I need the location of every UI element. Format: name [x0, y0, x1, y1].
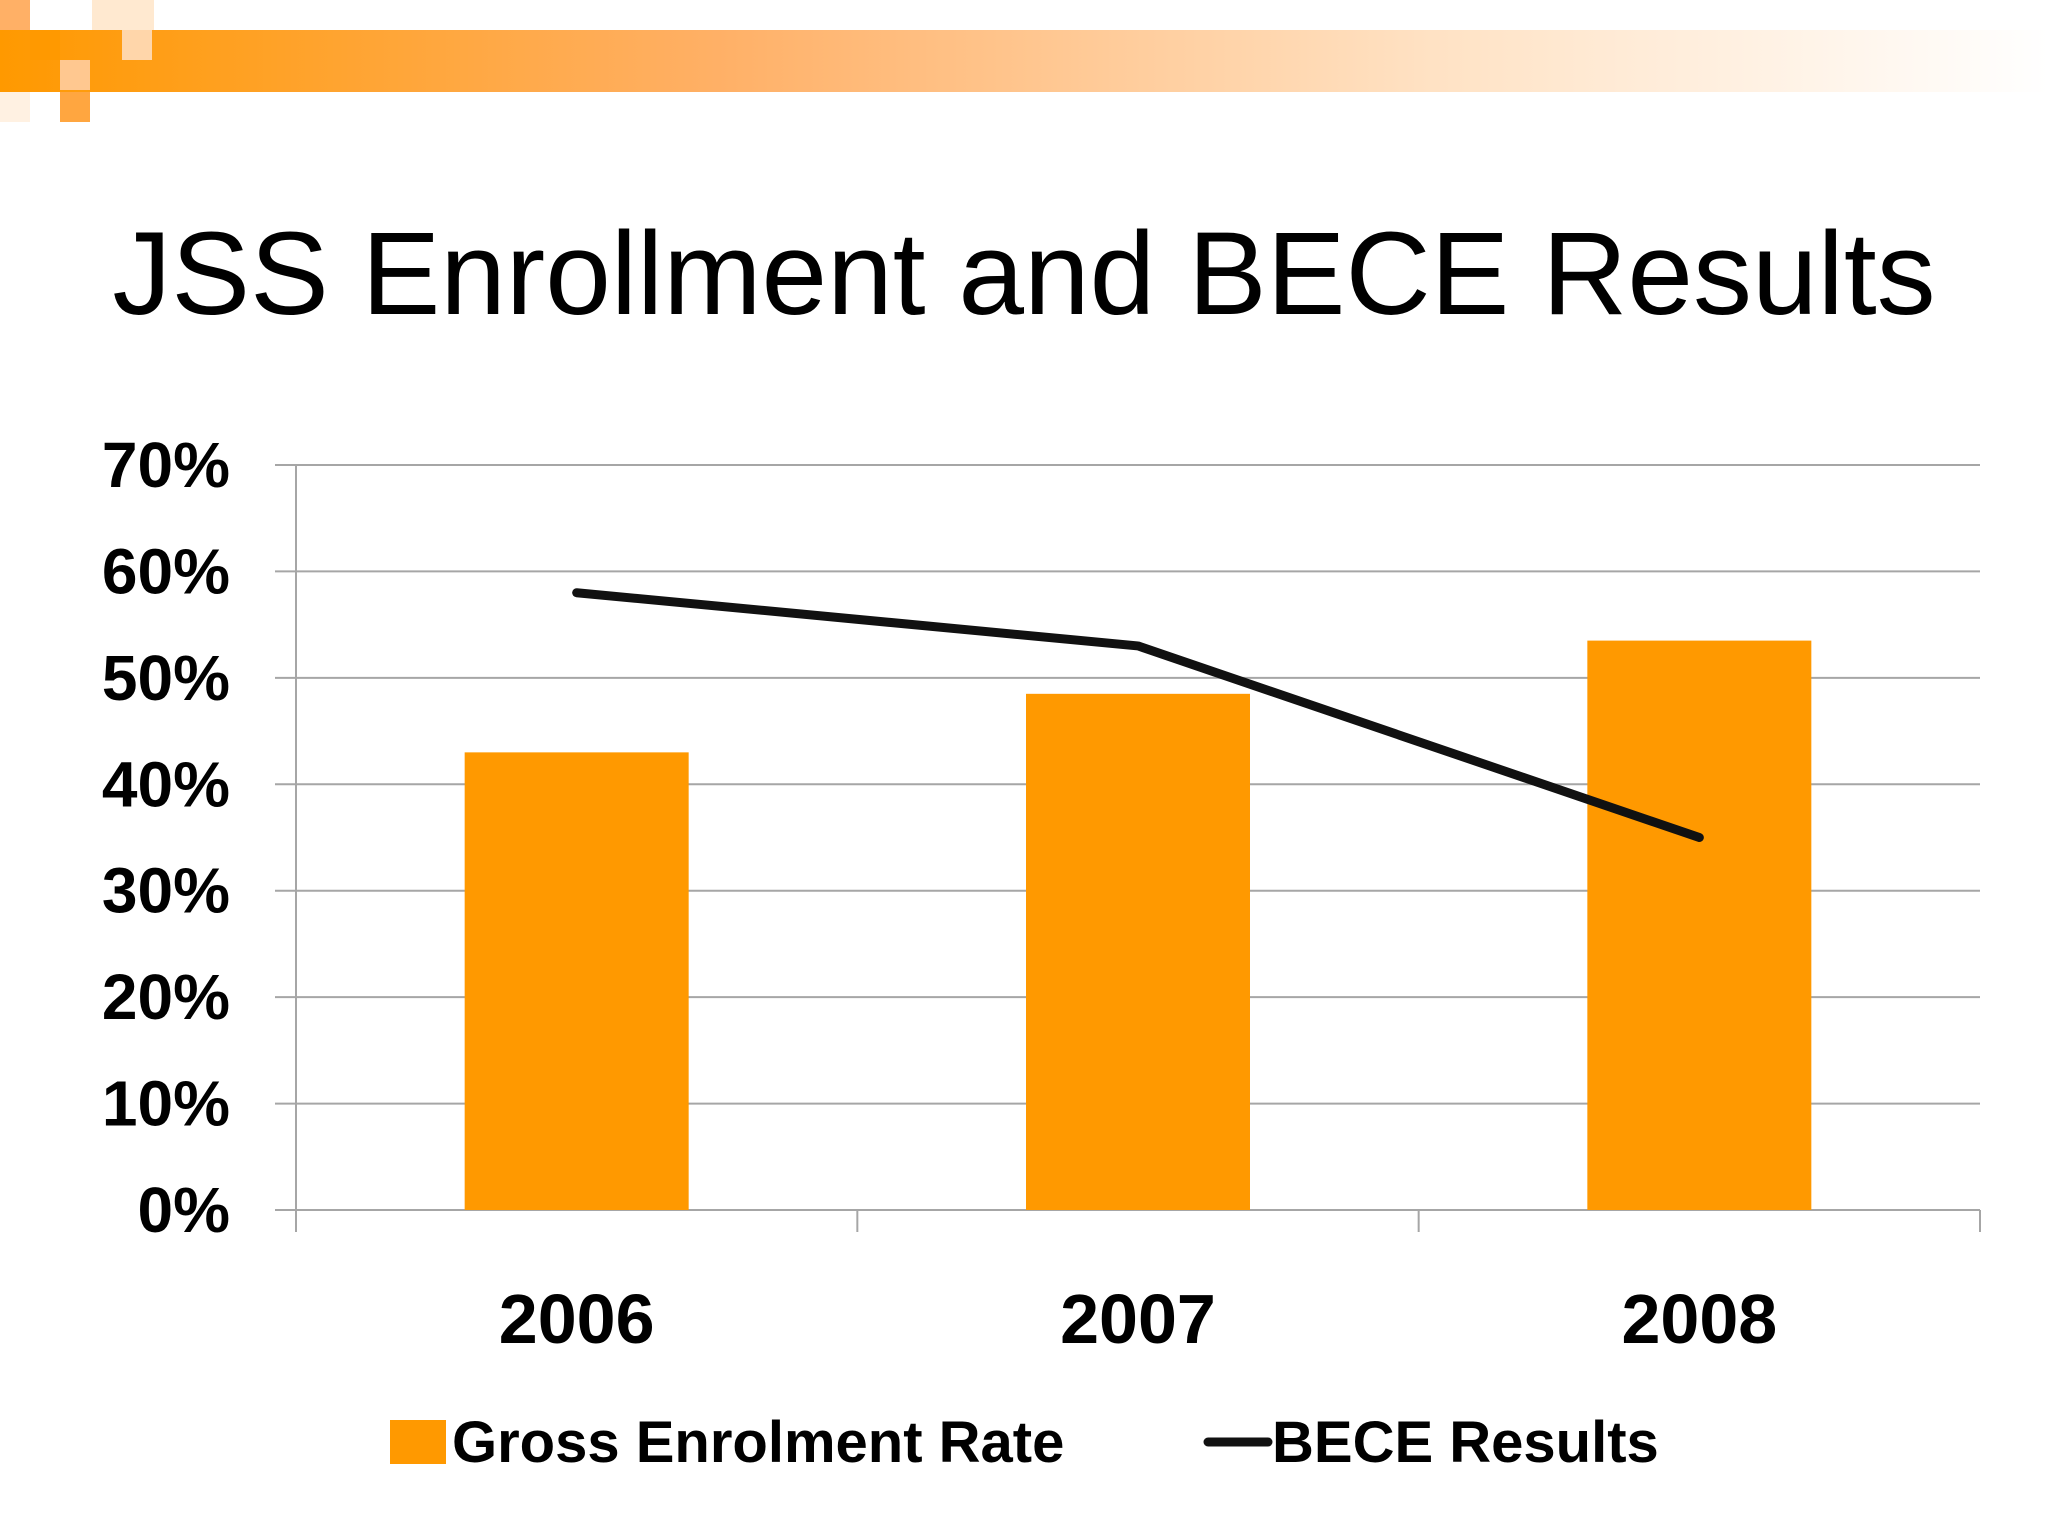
x-tick-label: 2007 — [1060, 1280, 1216, 1358]
page-title: JSS Enrollment and BECE Results — [112, 208, 1936, 340]
banner-square — [60, 60, 90, 90]
bar-gross-enrolment-2006 — [464, 752, 689, 1210]
bar-gross-enrolment-2007 — [1026, 693, 1250, 1210]
banner-square — [0, 92, 30, 122]
x-tick-label: 2006 — [499, 1280, 655, 1358]
legend-label-gross-enrolment: Gross Enrolment Rate — [452, 1410, 1064, 1475]
y-tick-label: 20% — [102, 961, 230, 1033]
y-tick-label: 40% — [102, 748, 230, 820]
legend-label-bece-results: BECE Results — [1272, 1410, 1659, 1475]
point-bece-results-2008 — [1698, 837, 1700, 838]
banner-square — [122, 30, 152, 60]
banner-square — [60, 92, 90, 122]
y-tick-label: 50% — [102, 642, 230, 714]
point-bece-results-2006 — [576, 592, 578, 594]
bar-gross-enrolment-2008 — [1587, 640, 1812, 1210]
y-tick-label: 70% — [102, 429, 230, 501]
point-bece-results-2007 — [1137, 645, 1139, 647]
banner-square — [0, 0, 30, 30]
y-tick-label: 60% — [102, 535, 230, 607]
y-tick-label: 30% — [102, 855, 230, 927]
banner-band — [0, 30, 2048, 92]
legend-swatch-gross-enrolment — [390, 1420, 446, 1464]
banner-square — [30, 30, 60, 60]
banner-square — [92, 0, 154, 30]
header-banner — [0, 0, 2048, 122]
x-tick-label: 2008 — [1621, 1280, 1777, 1358]
y-tick-label: 0% — [138, 1174, 231, 1246]
y-tick-label: 10% — [102, 1068, 230, 1140]
